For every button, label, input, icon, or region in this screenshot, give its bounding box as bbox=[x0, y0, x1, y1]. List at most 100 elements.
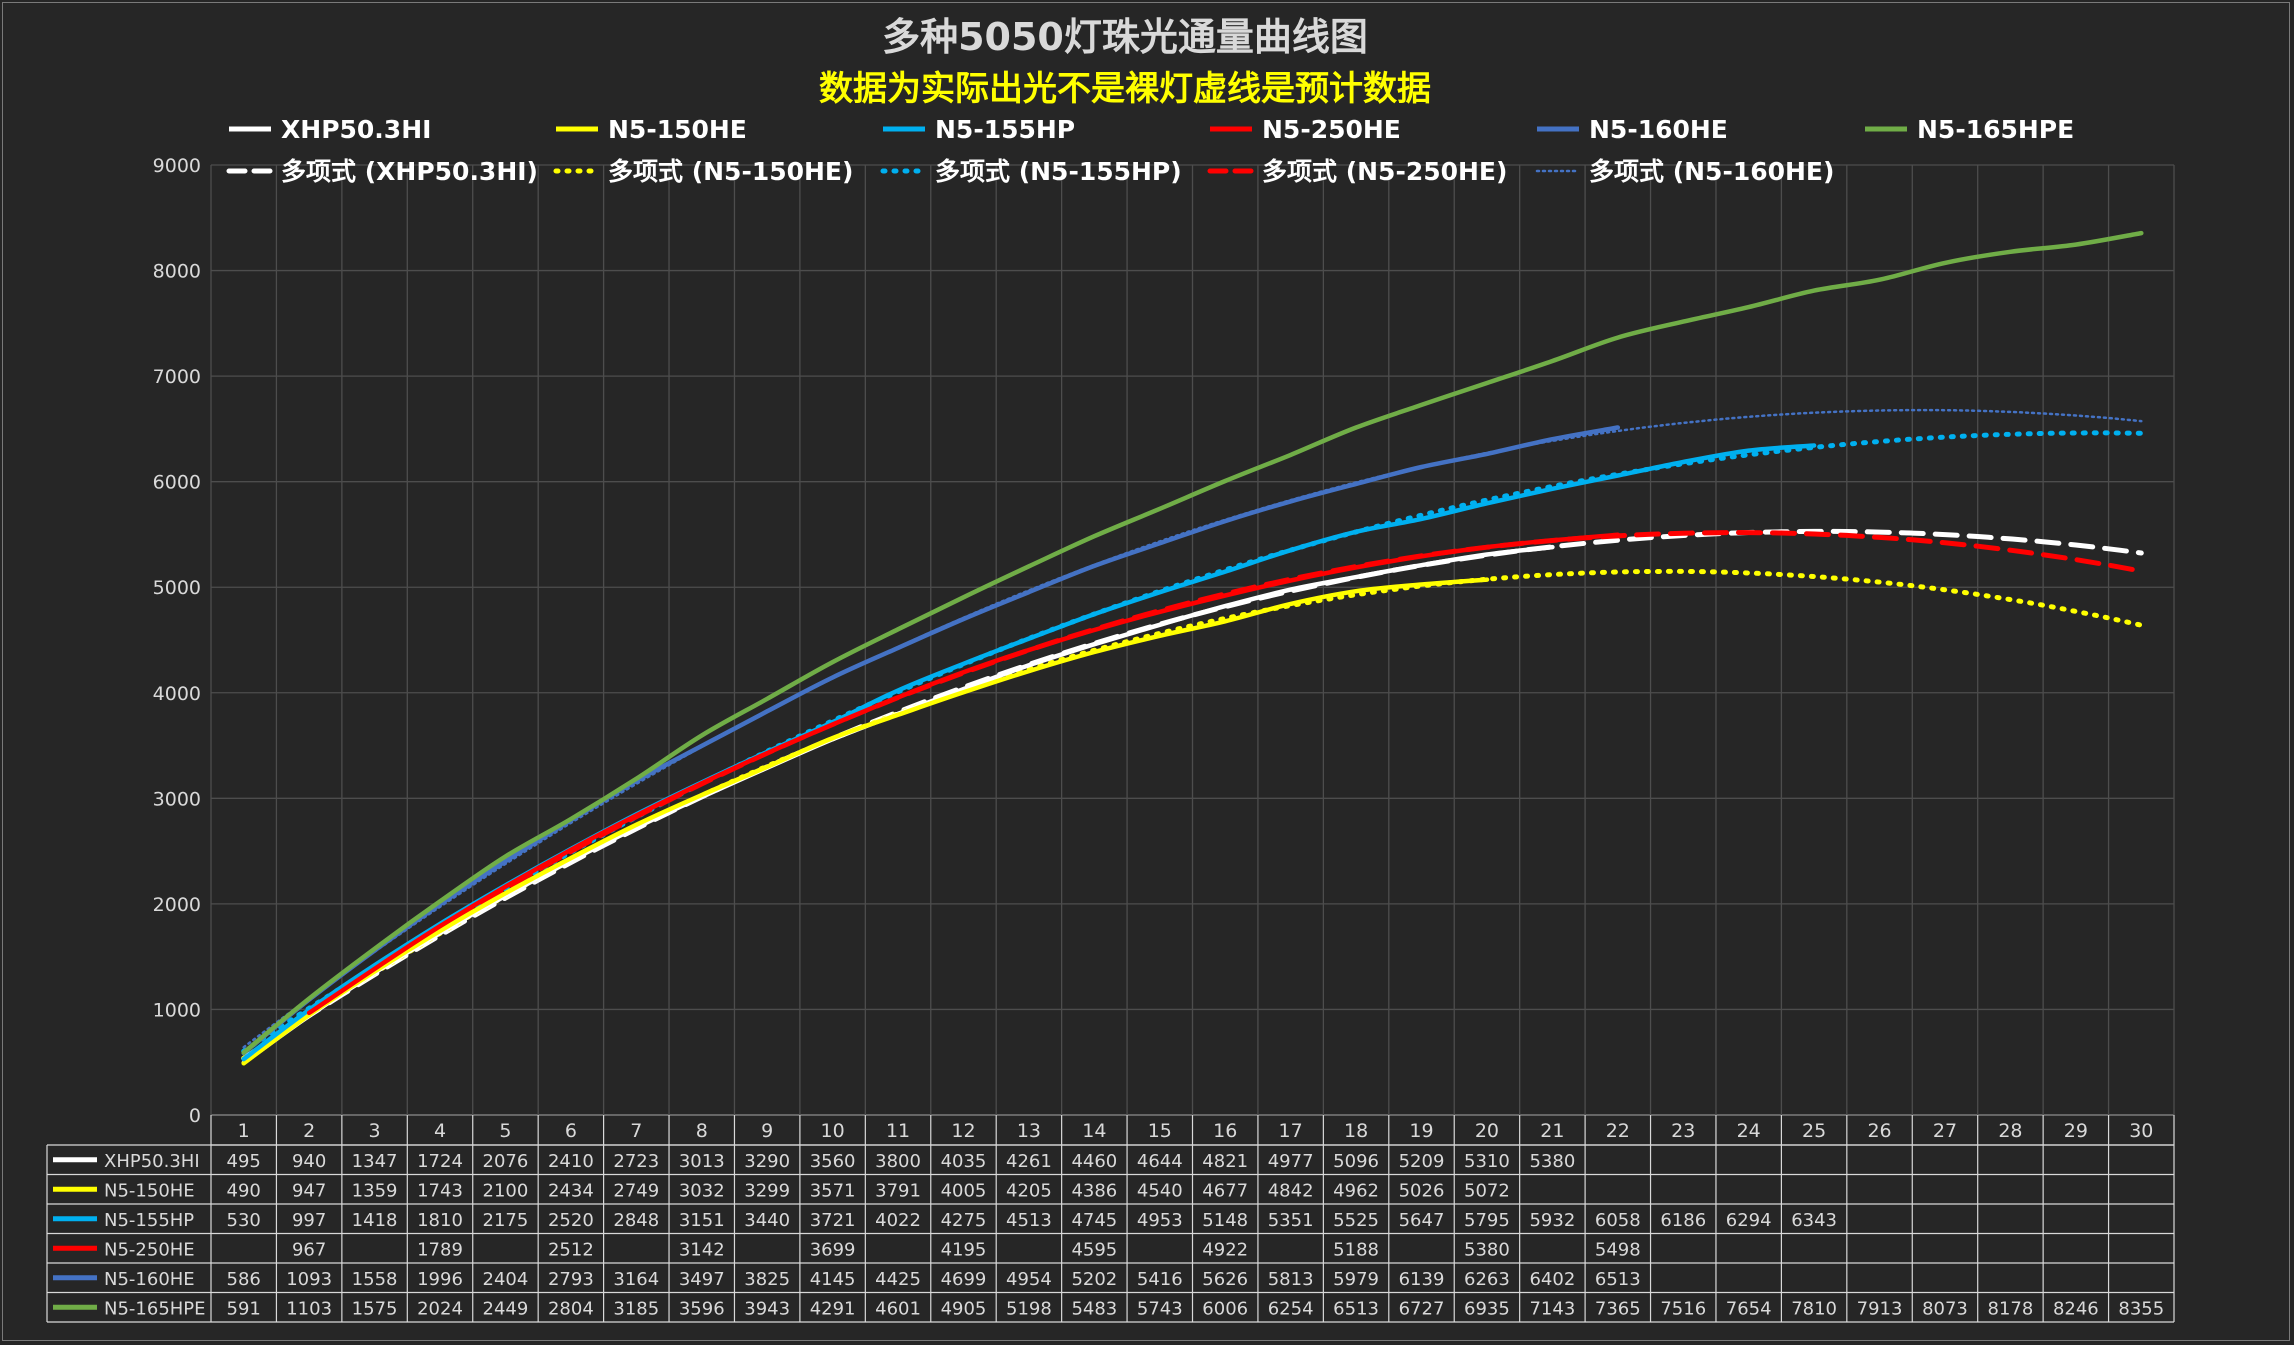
table-cell-value: 2723 bbox=[613, 1151, 659, 1172]
x-tick-label: 1 bbox=[238, 1120, 250, 1142]
table-cell-value: 4145 bbox=[810, 1269, 856, 1290]
table-cell-value: 5351 bbox=[1268, 1210, 1314, 1231]
table-cell-value: 5310 bbox=[1464, 1151, 1510, 1172]
table-cell-value: 2749 bbox=[613, 1180, 659, 1201]
table-cell-value: 1359 bbox=[352, 1180, 398, 1201]
table-cell-value: 5188 bbox=[1333, 1239, 1379, 1260]
legend-label: N5-160HE bbox=[1589, 115, 1728, 144]
table-cell-value: 5626 bbox=[1202, 1269, 1248, 1290]
table-cell-value: 4821 bbox=[1202, 1151, 1248, 1172]
table-cell-value: 4977 bbox=[1268, 1151, 1314, 1172]
table-cell-value: 6139 bbox=[1399, 1269, 1445, 1290]
table-cell-value: 7143 bbox=[1529, 1298, 1575, 1319]
y-tick-label: 1000 bbox=[153, 999, 201, 1021]
table-cell-value: 7365 bbox=[1595, 1298, 1641, 1319]
table-cell-value: 3699 bbox=[810, 1239, 856, 1260]
table-cell-value: 2175 bbox=[483, 1210, 529, 1231]
table-cell-value: 4922 bbox=[1202, 1239, 1248, 1260]
table-cell-value: 3596 bbox=[679, 1298, 725, 1319]
table-cell-value: 6058 bbox=[1595, 1210, 1641, 1231]
table-cell-value: 7516 bbox=[1660, 1298, 1706, 1319]
table-cell-value: 6935 bbox=[1464, 1298, 1510, 1319]
table-cell-value: 3721 bbox=[810, 1210, 856, 1231]
table-cell-value: 4540 bbox=[1137, 1180, 1183, 1201]
legend-label-trend: 多项式 (N5-150HE) bbox=[608, 157, 853, 186]
table-cell-value: 3032 bbox=[679, 1180, 725, 1201]
table-cell-value: 586 bbox=[227, 1269, 261, 1290]
table-cell-value: 5202 bbox=[1071, 1269, 1117, 1290]
table-cell-value: 5795 bbox=[1464, 1210, 1510, 1231]
table-cell-value: 2076 bbox=[483, 1151, 529, 1172]
table-cell-value: 4261 bbox=[1006, 1151, 1052, 1172]
table-cell-value: 8178 bbox=[1988, 1298, 2034, 1319]
table-cell-value: 4644 bbox=[1137, 1151, 1183, 1172]
x-tick-label: 27 bbox=[1933, 1120, 1957, 1142]
series-line bbox=[306, 532, 1621, 1016]
x-tick-label: 14 bbox=[1082, 1120, 1106, 1142]
table-cell-value: 6402 bbox=[1529, 1269, 1575, 1290]
series-line bbox=[241, 577, 1490, 1066]
x-tick-label: 3 bbox=[369, 1120, 381, 1142]
table-cell-value: 5096 bbox=[1333, 1151, 1379, 1172]
x-tick-label: 11 bbox=[886, 1120, 910, 1142]
table-cell-value: 5148 bbox=[1202, 1210, 1248, 1231]
table-cell-value: 2100 bbox=[483, 1180, 529, 1201]
table-cell-value: 2848 bbox=[613, 1210, 659, 1231]
table-cell-value: 5498 bbox=[1595, 1239, 1641, 1260]
table-cell-value: 4460 bbox=[1071, 1151, 1117, 1172]
x-tick-label: 9 bbox=[761, 1120, 773, 1142]
table-cell-value: 4601 bbox=[875, 1298, 921, 1319]
x-tick-label: 6 bbox=[565, 1120, 577, 1142]
table-cell-value: 4022 bbox=[875, 1210, 921, 1231]
x-tick-label: 4 bbox=[434, 1120, 446, 1142]
table-cell-value: 5979 bbox=[1333, 1269, 1379, 1290]
table-cell-value: 5198 bbox=[1006, 1298, 1052, 1319]
table-cell-value: 3185 bbox=[613, 1298, 659, 1319]
y-tick-label: 9000 bbox=[153, 155, 201, 177]
table-cell-value: 5209 bbox=[1399, 1151, 1445, 1172]
table-cell-value: 4595 bbox=[1071, 1239, 1117, 1260]
table-cell-value: 5813 bbox=[1268, 1269, 1314, 1290]
y-tick-label: 2000 bbox=[153, 894, 201, 916]
table-cell-value: 3013 bbox=[679, 1151, 725, 1172]
table-cell-value: 4205 bbox=[1006, 1180, 1052, 1201]
x-tick-label: 10 bbox=[821, 1120, 845, 1142]
table-cell-value: 3800 bbox=[875, 1151, 921, 1172]
table-cell-value: 4905 bbox=[941, 1298, 987, 1319]
legend-label: N5-165HPE bbox=[1917, 115, 2074, 144]
table-series-label: N5-250HE bbox=[104, 1239, 195, 1260]
legend-label: N5-250HE bbox=[1262, 115, 1401, 144]
table-cell-value: 3440 bbox=[744, 1210, 790, 1231]
table-cell-value: 5380 bbox=[1529, 1151, 1575, 1172]
table-cell-value: 2434 bbox=[548, 1180, 594, 1201]
x-tick-label: 17 bbox=[1279, 1120, 1303, 1142]
table-cell-value: 2024 bbox=[417, 1298, 463, 1319]
legend-label-trend: 多项式 (N5-250HE) bbox=[1262, 157, 1507, 186]
table-cell-value: 940 bbox=[292, 1151, 326, 1172]
y-tick-label: 6000 bbox=[153, 472, 201, 494]
table-cell-value: 591 bbox=[227, 1298, 261, 1319]
x-tick-label: 5 bbox=[499, 1120, 511, 1142]
table-cell-value: 1418 bbox=[352, 1210, 398, 1231]
x-tick-label: 22 bbox=[1606, 1120, 1630, 1142]
table-cell-value: 6186 bbox=[1660, 1210, 1706, 1231]
table-cell-value: 4954 bbox=[1006, 1269, 1052, 1290]
table-cell-value: 4745 bbox=[1071, 1210, 1117, 1231]
table-cell-value: 3164 bbox=[613, 1269, 659, 1290]
x-tick-label: 29 bbox=[2064, 1120, 2088, 1142]
table-cell-value: 5072 bbox=[1464, 1180, 1510, 1201]
x-tick-label: 19 bbox=[1409, 1120, 1433, 1142]
table-cell-value: 967 bbox=[292, 1239, 326, 1260]
table-cell-value: 5647 bbox=[1399, 1210, 1445, 1231]
table-cell-value: 1724 bbox=[417, 1151, 463, 1172]
series-line bbox=[241, 425, 1621, 1056]
table-cell-value: 3497 bbox=[679, 1269, 725, 1290]
table-cell-value: 6343 bbox=[1791, 1210, 1837, 1231]
table-cell-value: 3825 bbox=[744, 1269, 790, 1290]
legend-label: XHP50.3HI bbox=[281, 115, 431, 144]
table-cell-value: 3560 bbox=[810, 1151, 856, 1172]
table-cell-value: 3299 bbox=[744, 1180, 790, 1201]
legend-label-trend: 多项式 (N5-155HP) bbox=[935, 157, 1182, 186]
table-cell-value: 4005 bbox=[941, 1180, 987, 1201]
